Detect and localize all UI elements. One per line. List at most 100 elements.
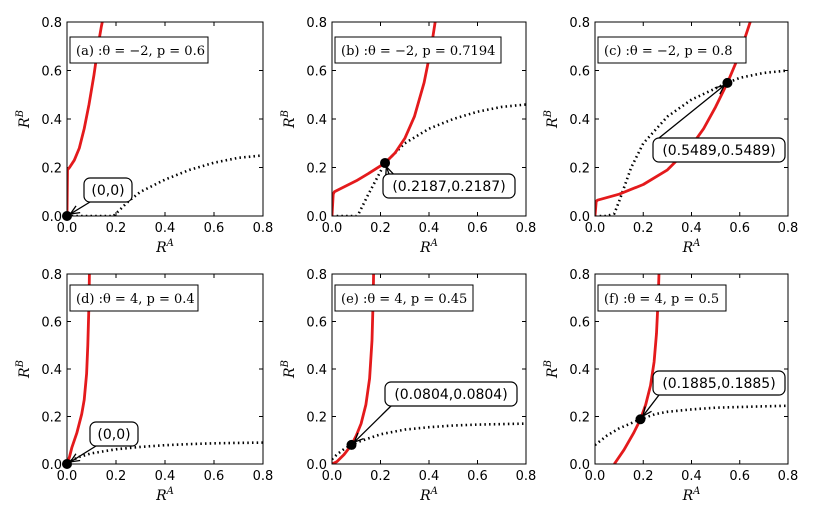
equilibrium-label-box bbox=[384, 381, 518, 407]
y-axis-label: RB bbox=[280, 360, 298, 379]
equilibrium-point bbox=[62, 211, 72, 221]
annotation-arrow bbox=[70, 201, 91, 215]
x-tick-label: 0.4 bbox=[155, 469, 176, 484]
x-tick-label: 0.4 bbox=[681, 469, 702, 484]
plot-frame bbox=[594, 21, 789, 217]
equilibrium-label: (0.5489,0.5489) bbox=[662, 143, 775, 159]
y-axis-label: RB bbox=[15, 360, 33, 379]
x-axis-label: RA bbox=[155, 486, 174, 504]
panel-title-box bbox=[69, 284, 199, 312]
x-tick-label: 0.6 bbox=[467, 469, 488, 484]
x-tick-label: 0.2 bbox=[370, 469, 391, 484]
x-tick-label: 0.8 bbox=[778, 221, 799, 236]
y-tick-label: 0.4 bbox=[41, 113, 62, 128]
annotation-arrowhead bbox=[353, 432, 364, 443]
equilibrium-point bbox=[635, 414, 646, 425]
panel-title-box bbox=[334, 36, 502, 64]
x-tick-label: 0.0 bbox=[585, 221, 606, 236]
dotted-best-response-curve bbox=[332, 422, 526, 461]
dotted-best-response-curve bbox=[595, 69, 788, 216]
x-tick-label: 0.0 bbox=[322, 469, 343, 484]
x-tick-label: 0.2 bbox=[106, 221, 127, 236]
equilibrium-label-box bbox=[652, 370, 786, 396]
panel-c: 0.0 0.2 0.4 0.6 0.8 0.0 0.2 0.4 0.6 0.8 (c) :θ = −… bbox=[543, 16, 798, 256]
y-tick-label: 0.8 bbox=[41, 16, 62, 31]
x-tick-label: 0.2 bbox=[370, 221, 391, 236]
solid-best-response-curve bbox=[67, 274, 91, 464]
plot-frame bbox=[66, 21, 264, 217]
x-axis-label: RA bbox=[682, 238, 701, 256]
panel-e: 0.0 0.2 0.4 0.6 0.8 0.0 0.2 0.4 0.6 0.8 (e) :θ = 4… bbox=[280, 268, 537, 504]
equilibrium-label: (0.0804,0.0804) bbox=[394, 387, 507, 403]
x-tick-label: 0.4 bbox=[419, 221, 440, 236]
equilibrium-point bbox=[380, 157, 391, 168]
x-tick-label: 0.6 bbox=[204, 221, 225, 236]
x-tick-label: 0.8 bbox=[516, 221, 537, 236]
annotation-arrowhead bbox=[714, 84, 725, 95]
plot-frame bbox=[331, 21, 527, 217]
y-tick-label: 0.4 bbox=[306, 113, 327, 128]
y-tick-label: 0.2 bbox=[306, 411, 327, 426]
x-tick-label: 0.6 bbox=[729, 469, 750, 484]
panel-f: 0.0 0.2 0.4 0.6 0.8 0.0 0.2 0.4 0.6 0.8 (f) :θ = 4… bbox=[543, 268, 799, 504]
y-tick-label: 0.0 bbox=[41, 210, 62, 225]
x-tick-label: 0.4 bbox=[681, 221, 702, 236]
y-tick-label: 0.6 bbox=[41, 65, 62, 80]
annotation-arrow bbox=[353, 405, 392, 443]
y-tick-label: 0.8 bbox=[306, 16, 327, 31]
panel-title: (d) :θ = 4, p = 0.4 bbox=[76, 292, 195, 307]
equilibrium-label-box bbox=[83, 177, 133, 203]
annotation-arrow bbox=[642, 394, 660, 417]
y-tick-label: 0.6 bbox=[306, 65, 327, 80]
x-tick-label: 0.8 bbox=[778, 469, 799, 484]
y-tick-label: 0.2 bbox=[569, 411, 590, 426]
dotted-best-response-curve bbox=[67, 441, 263, 464]
plot-frame bbox=[331, 273, 527, 465]
x-tick-label: 0.8 bbox=[253, 221, 274, 236]
y-tick-label: 0.8 bbox=[306, 268, 327, 283]
solid-best-response-curve bbox=[332, 274, 375, 464]
x-tick-label: 0.2 bbox=[633, 469, 654, 484]
y-tick-label: 0.6 bbox=[569, 316, 590, 331]
panel-d: 0.0 0.2 0.4 0.6 0.8 0.0 0.2 0.4 0.6 0.8 (d) :θ = 4… bbox=[15, 268, 273, 504]
x-tick-label: 0.6 bbox=[204, 469, 225, 484]
equilibrium-label: (0.2187,0.2187) bbox=[392, 179, 505, 195]
x-tick-label: 0.0 bbox=[57, 469, 78, 484]
panel-title-box bbox=[597, 284, 727, 312]
y-tick-label: 0.4 bbox=[306, 363, 327, 378]
dotted-best-response-curve bbox=[332, 103, 526, 216]
panel-title-box bbox=[69, 36, 209, 64]
y-tick-label: 0.6 bbox=[569, 65, 590, 80]
y-axis-label: RB bbox=[280, 110, 298, 129]
equilibrium-label-box bbox=[382, 173, 516, 199]
x-axis-label: RA bbox=[155, 238, 174, 256]
x-tick-label: 0.8 bbox=[516, 469, 537, 484]
equilibrium-label-box bbox=[652, 137, 786, 163]
equilibrium-label: (0.1885,0.1885) bbox=[662, 376, 775, 392]
panel-title: (a) :θ = −2, p = 0.6 bbox=[76, 44, 205, 59]
y-axis-label: RB bbox=[15, 110, 33, 129]
x-tick-label: 0.4 bbox=[155, 221, 176, 236]
x-tick-label: 0.6 bbox=[467, 221, 488, 236]
y-tick-label: 0.6 bbox=[41, 316, 62, 331]
y-tick-label: 0.0 bbox=[41, 458, 62, 473]
annotation-arrow bbox=[70, 445, 97, 463]
panel-title: (c) :θ = −2, p = 0.8 bbox=[604, 44, 733, 59]
x-tick-label: 0.0 bbox=[322, 221, 343, 236]
equilibrium-point bbox=[346, 439, 357, 450]
equilibrium-label-box bbox=[89, 421, 139, 447]
x-axis-label: RA bbox=[419, 486, 438, 504]
x-tick-label: 0.2 bbox=[106, 469, 127, 484]
y-tick-label: 0.0 bbox=[569, 458, 590, 473]
panel-a: 0.0 0.2 0.4 0.6 0.8 0.0 0.2 0.4 0.6 0.8 (a) :θ = −… bbox=[15, 16, 274, 256]
y-tick-label: 0.8 bbox=[569, 268, 590, 283]
y-tick-label: 0.8 bbox=[41, 268, 62, 283]
equilibrium-label: (0,0) bbox=[97, 427, 130, 443]
y-tick-label: 0.0 bbox=[306, 458, 327, 473]
x-axis-label: RA bbox=[682, 486, 701, 504]
annotation-arrowhead bbox=[69, 453, 81, 463]
annotation-arrowhead bbox=[69, 205, 81, 215]
y-tick-label: 0.2 bbox=[569, 162, 590, 177]
equilibrium-point bbox=[62, 459, 72, 469]
